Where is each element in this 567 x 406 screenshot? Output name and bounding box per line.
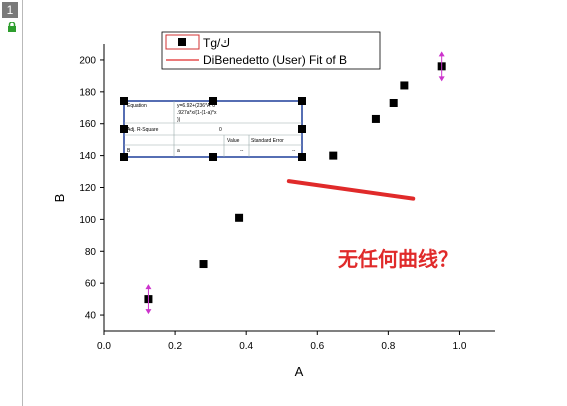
- table-cell-equation-value: y=6.92+(236*A*0.927a*x/(1-(1-a)*x)): [177, 103, 217, 123]
- resize-handle-mid-right[interactable]: [298, 125, 306, 133]
- x-axis-label: A: [295, 364, 304, 379]
- table-cell-param-error: --: [292, 148, 296, 154]
- data-point[interactable]: [389, 98, 398, 107]
- y-tick-label: 80: [85, 247, 97, 258]
- table-cell-param-value: --: [240, 148, 244, 154]
- legend-label-data: Tg/ك: [203, 36, 230, 50]
- x-tick-label: 1.0: [453, 341, 467, 352]
- y-tick-label: 120: [79, 183, 96, 194]
- y-tick-label: 160: [79, 119, 96, 130]
- resize-handle-top-right[interactable]: [298, 97, 306, 105]
- y-tick-label: 100: [79, 215, 96, 226]
- y-tick-label: 200: [79, 55, 96, 66]
- resize-handle-mid-left[interactable]: [120, 125, 128, 133]
- x-tick-label: 0.8: [381, 341, 395, 352]
- resize-handle-bottom-left[interactable]: [120, 153, 128, 161]
- data-point[interactable]: [371, 114, 380, 123]
- data-point[interactable]: [400, 81, 409, 90]
- resize-handle-bottom-mid[interactable]: [209, 153, 217, 161]
- x-tick-label: 0.4: [239, 341, 253, 352]
- resize-handle-bottom-right[interactable]: [298, 153, 306, 161]
- y-tick-label: 180: [79, 87, 96, 98]
- fit-curve-line[interactable]: [286, 179, 416, 201]
- table-cell-r2-value: 0: [219, 127, 222, 133]
- y-tick-label: 60: [85, 279, 97, 290]
- data-point[interactable]: [235, 213, 244, 222]
- layer-tab[interactable]: 1: [2, 2, 18, 18]
- x-tick-label: 0.0: [97, 341, 111, 352]
- legend-label-fit: DiBenedetto (User) Fit of B: [203, 53, 347, 67]
- layer-strip: 1: [0, 0, 23, 406]
- table-cell-r2-label: Adj. R-Square: [127, 127, 159, 133]
- resize-handle-top-mid[interactable]: [209, 97, 217, 105]
- data-point[interactable]: [199, 260, 208, 269]
- table-header-value: Value: [227, 138, 240, 144]
- legend[interactable]: Tg/ك DiBenedetto (User) Fit of B: [161, 31, 381, 70]
- x-tick-label: 0.2: [168, 341, 182, 352]
- y-tick-label: 140: [79, 151, 96, 162]
- fit-results-table[interactable]: Equation y=6.92+(236*A*0.927a*x/(1-(1-a)…: [120, 97, 306, 161]
- legend-square-marker: [178, 38, 186, 46]
- point-drag-handle[interactable]: [438, 51, 445, 82]
- table-cell-param-row: B: [127, 148, 131, 154]
- table-header-stderr: Standard Error: [251, 138, 284, 144]
- data-point[interactable]: [329, 151, 338, 160]
- annotation-text: 无任何曲线？: [338, 247, 458, 271]
- y-axis-label: B: [52, 194, 67, 203]
- y-tick-label: 40: [85, 311, 97, 322]
- table-cell-equation-label: Equation: [127, 103, 147, 109]
- lock-icon: [8, 22, 16, 32]
- table-cell-param-name: a: [177, 148, 180, 154]
- x-tick-label: 0.6: [310, 341, 324, 352]
- resize-handle-top-left[interactable]: [120, 97, 128, 105]
- point-drag-handle[interactable]: [145, 284, 152, 315]
